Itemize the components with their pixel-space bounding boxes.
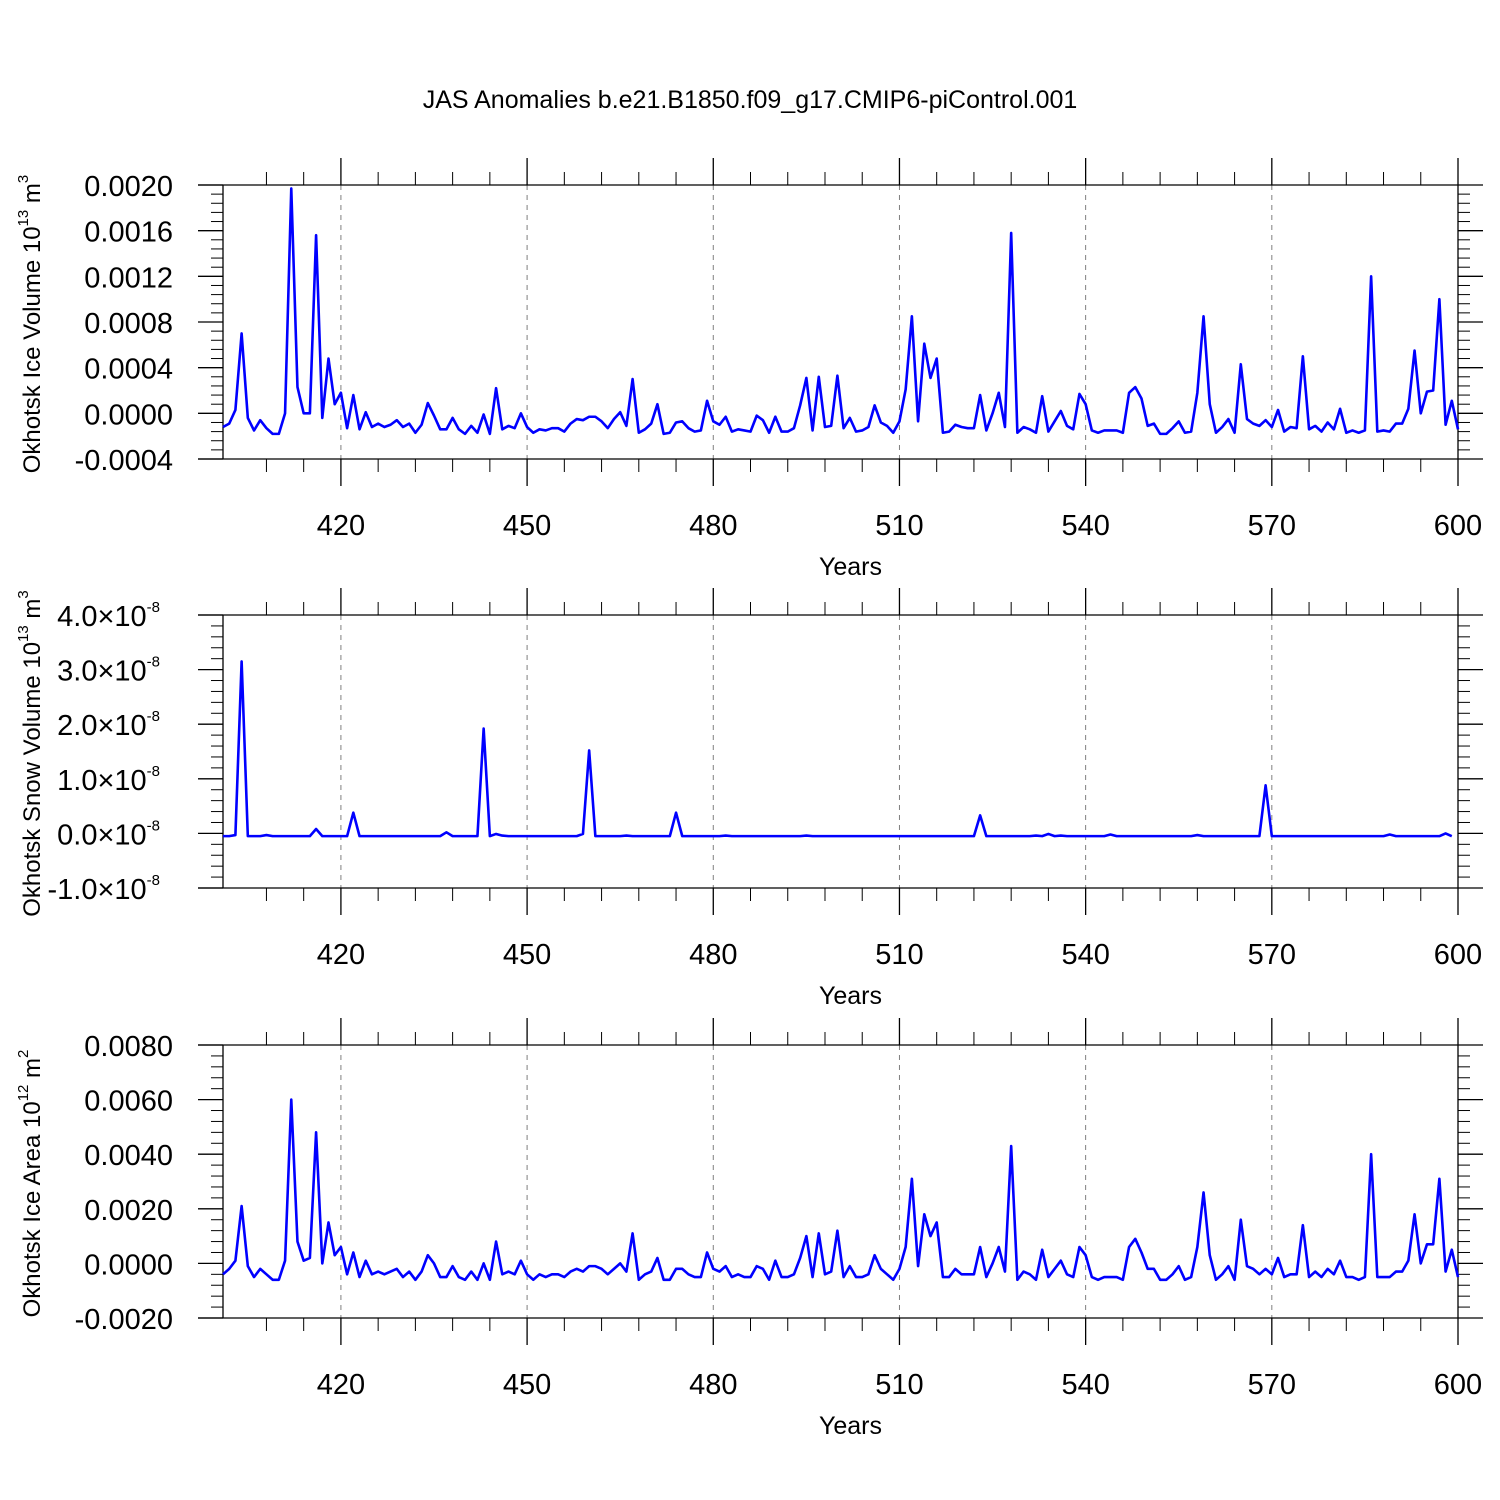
x-tick-label: 480 (689, 1369, 737, 1401)
y-tick-label: -0.0020 (75, 1304, 173, 1336)
y-tick-label: 0.0004 (84, 354, 173, 386)
y-axis-label: Okhotsk Ice Area 1012 m2 (15, 1050, 46, 1318)
y-tick-label: 0.0000 (84, 1249, 173, 1281)
y-tick-label: 4.0×10-8 (57, 599, 160, 633)
x-tick-label: 510 (875, 939, 923, 971)
x-tick-label: 450 (503, 510, 551, 542)
y-tick-label: 0.0060 (84, 1086, 173, 1118)
y-tick-label: 3.0×10-8 (57, 654, 160, 688)
y-tick-label: -1.0×10-8 (47, 872, 160, 906)
chart-title: JAS Anomalies b.e21.B1850.f09_g17.CMIP6-… (423, 86, 1078, 114)
x-tick-label: 540 (1061, 939, 1109, 971)
x-tick-label: 600 (1434, 939, 1482, 971)
x-tick-label: 510 (875, 1369, 923, 1401)
panel-1: 420 450 480 510 540 570 600 -0.0004 0.0000 0.0004… (15, 158, 1483, 581)
x-tick-label: 450 (503, 1369, 551, 1401)
x-tick-label: 540 (1061, 1369, 1109, 1401)
x-tick-label: 570 (1248, 510, 1296, 542)
y-tick-label: 0.0008 (84, 308, 173, 340)
x-tick-label: 450 (503, 939, 551, 971)
y-axis-label: Okhotsk Ice Volume 1013 m3 (15, 175, 46, 474)
y-tick-label: 0.0020 (84, 1195, 173, 1227)
x-tick-label: 600 (1434, 1369, 1482, 1401)
y-tick-label: 2.0×10-8 (57, 708, 160, 742)
y-tick-label: 0.0080 (84, 1031, 173, 1063)
x-tick-label: 480 (689, 939, 737, 971)
x-tick-label: 600 (1434, 510, 1482, 542)
y-tick-label: 1.0×10-8 (57, 763, 160, 797)
x-axis-label: Years (819, 1412, 882, 1440)
x-tick-label: 570 (1248, 939, 1296, 971)
y-tick-label: 0.0040 (84, 1140, 173, 1172)
x-tick-label: 480 (689, 510, 737, 542)
x-tick-label: 420 (317, 1369, 365, 1401)
y-axis-label: Okhotsk Snow Volume 1013 m3 (15, 590, 46, 917)
y-tick-label: 0.0×10-8 (57, 817, 160, 851)
y-tick-label: 0.0016 (84, 217, 173, 249)
series-line (222, 187, 1460, 436)
series-line (222, 1098, 1460, 1282)
x-axis-label: Years (819, 553, 882, 581)
y-tick-label: 0.0012 (84, 262, 173, 294)
x-tick-label: 570 (1248, 1369, 1296, 1401)
panel-2: 420 450 480 510 540 570 600 -1.0×10-8 0.0×10-8 1.… (15, 588, 1483, 1010)
y-tick-label: 0.0020 (84, 171, 173, 203)
y-tick-label: -0.0004 (75, 445, 173, 477)
x-tick-label: 420 (317, 939, 365, 971)
x-axis-label: Years (819, 982, 882, 1010)
x-tick-label: 540 (1061, 510, 1109, 542)
x-tick-label: 420 (317, 510, 365, 542)
x-tick-label: 510 (875, 510, 923, 542)
series-line (223, 660, 1453, 838)
y-tick-label: 0.0000 (84, 399, 173, 431)
panel-3: 420 450 480 510 540 570 600 -0.0020 0.0000 0.0020… (15, 1018, 1483, 1440)
chart-panels: 420 450 480 510 540 570 600 -0.0004 0.0000 0.0004… (15, 158, 1483, 1440)
